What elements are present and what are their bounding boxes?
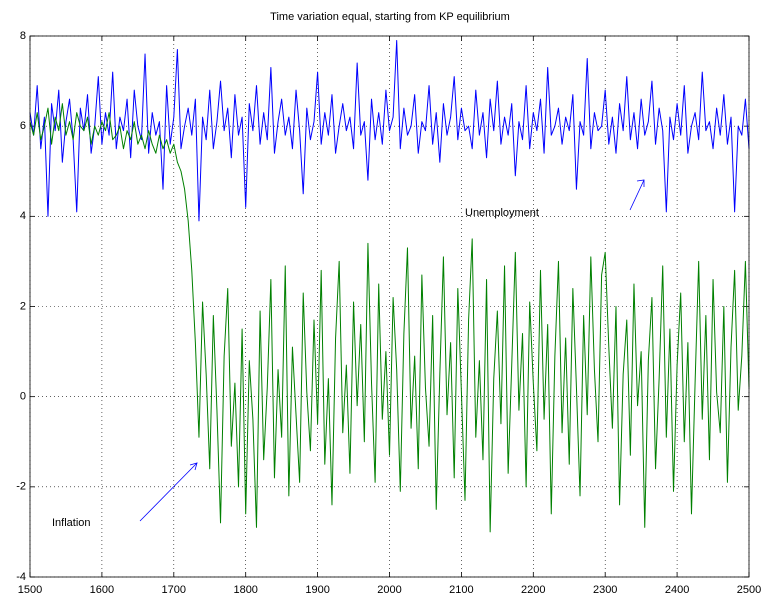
- x-tick-label: 1500: [18, 584, 42, 596]
- arrow-head: [189, 462, 198, 471]
- x-tick-label: 2500: [737, 584, 761, 596]
- x-tick-label: 2100: [449, 584, 473, 596]
- x-tick-label: 1600: [90, 584, 114, 596]
- arrow-head: [636, 179, 645, 187]
- y-tick-label: 0: [20, 391, 26, 403]
- x-tick-label: 1900: [305, 584, 329, 596]
- annotation: Unemployment: [465, 207, 539, 219]
- x-tick-label: 2200: [521, 584, 545, 596]
- y-tick-label: -2: [16, 481, 26, 493]
- x-tick-label: 2400: [665, 584, 689, 596]
- y-tick-label: 6: [20, 120, 26, 132]
- y-tick-label: 2: [20, 300, 26, 312]
- x-tick-label: 2300: [593, 584, 617, 596]
- annotation-arrow: [139, 462, 198, 522]
- series-line: [29, 103, 750, 533]
- chart-title: Time variation equal, starting from KP e…: [270, 11, 510, 23]
- y-tick-label: 8: [20, 30, 26, 42]
- plot-frame: [29, 35, 750, 578]
- annotation: Inflation: [52, 517, 91, 529]
- annotation-arrow: [629, 179, 645, 211]
- x-tick-label: 2000: [377, 584, 401, 596]
- x-tick-label: 1800: [233, 584, 257, 596]
- x-tick-label: 1700: [162, 584, 186, 596]
- y-tick-label: -4: [16, 571, 26, 583]
- series-line: [29, 40, 750, 222]
- y-tick-label: 4: [20, 210, 26, 222]
